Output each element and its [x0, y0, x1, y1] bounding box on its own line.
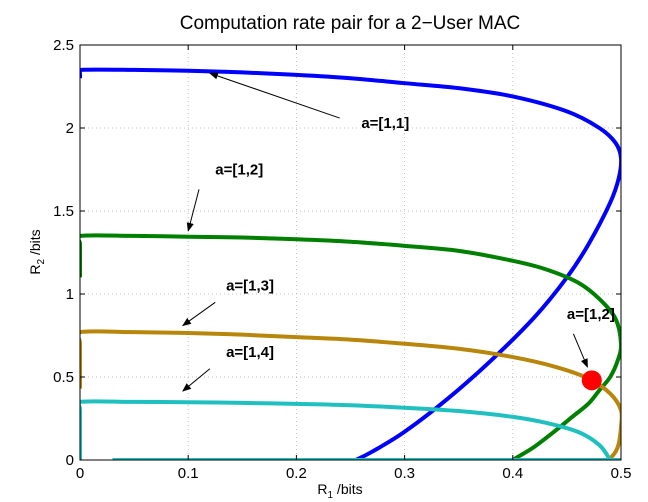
annotation-arrow	[572, 333, 588, 368]
series-line-4	[80, 399, 612, 460]
ticks	[79, 44, 622, 461]
series-line-2	[80, 233, 621, 460]
annotation-label: a=[1,3]	[226, 278, 274, 295]
y-tick-label: 1	[66, 286, 74, 303]
x-axis-label-unit: /bits	[333, 481, 363, 497]
x-tick-label: 0.1	[178, 465, 199, 482]
y-tick-label: 1.5	[53, 203, 74, 220]
series-layer	[80, 67, 621, 460]
annotation-arrow	[182, 301, 216, 327]
y-tick-label: 0.5	[53, 369, 74, 386]
y-axis-label-main: R	[27, 265, 43, 275]
annotation-label: a=[1,2]	[215, 161, 263, 178]
y-tick-label: 2.5	[53, 37, 74, 54]
y-axis-label-unit: /bits	[27, 229, 43, 259]
y-tick-label: 0	[66, 452, 74, 469]
tick-labels: 0 0.1 0.2 0.3 0.4 0.5 0 0.5 1 1.5 2 2.5	[53, 37, 631, 482]
annotation-arrow	[208, 72, 340, 119]
annotations: a=[1,1] a=[1,2] a=[1,3] a=[1,4] a=[1,2]	[182, 72, 615, 392]
x-tick-label: 0.4	[502, 465, 523, 482]
x-tick-label: 0	[76, 465, 84, 482]
x-tick-label: 0.5	[611, 465, 632, 482]
highlight-point	[581, 370, 602, 391]
series-line-1	[80, 67, 621, 460]
x-axis-label: R1 /bits	[317, 481, 362, 501]
y-tick-label: 2	[66, 120, 74, 137]
plot-area	[80, 45, 621, 460]
x-tick-label: 0.3	[394, 465, 415, 482]
annotation-label: a=[1,4]	[226, 344, 274, 361]
x-tick-label: 0.2	[286, 465, 307, 482]
y-axis-label: R2 /bits	[27, 229, 47, 274]
x-axis-label-sub: 1	[327, 490, 333, 501]
annotation-label: a=[1,1]	[361, 115, 409, 132]
plot-frame	[79, 44, 622, 461]
points-layer	[581, 370, 602, 391]
series-line-3	[80, 329, 621, 460]
annotation-label: a=[1,2]	[567, 306, 615, 323]
annotation-arrow	[182, 368, 211, 392]
annotation-arrow	[186, 189, 200, 232]
x-axis-label-main: R	[317, 481, 327, 497]
y-axis-label-sub: 2	[36, 259, 47, 265]
chart-title: Computation rate pair for a 2−User MAC	[180, 13, 521, 34]
